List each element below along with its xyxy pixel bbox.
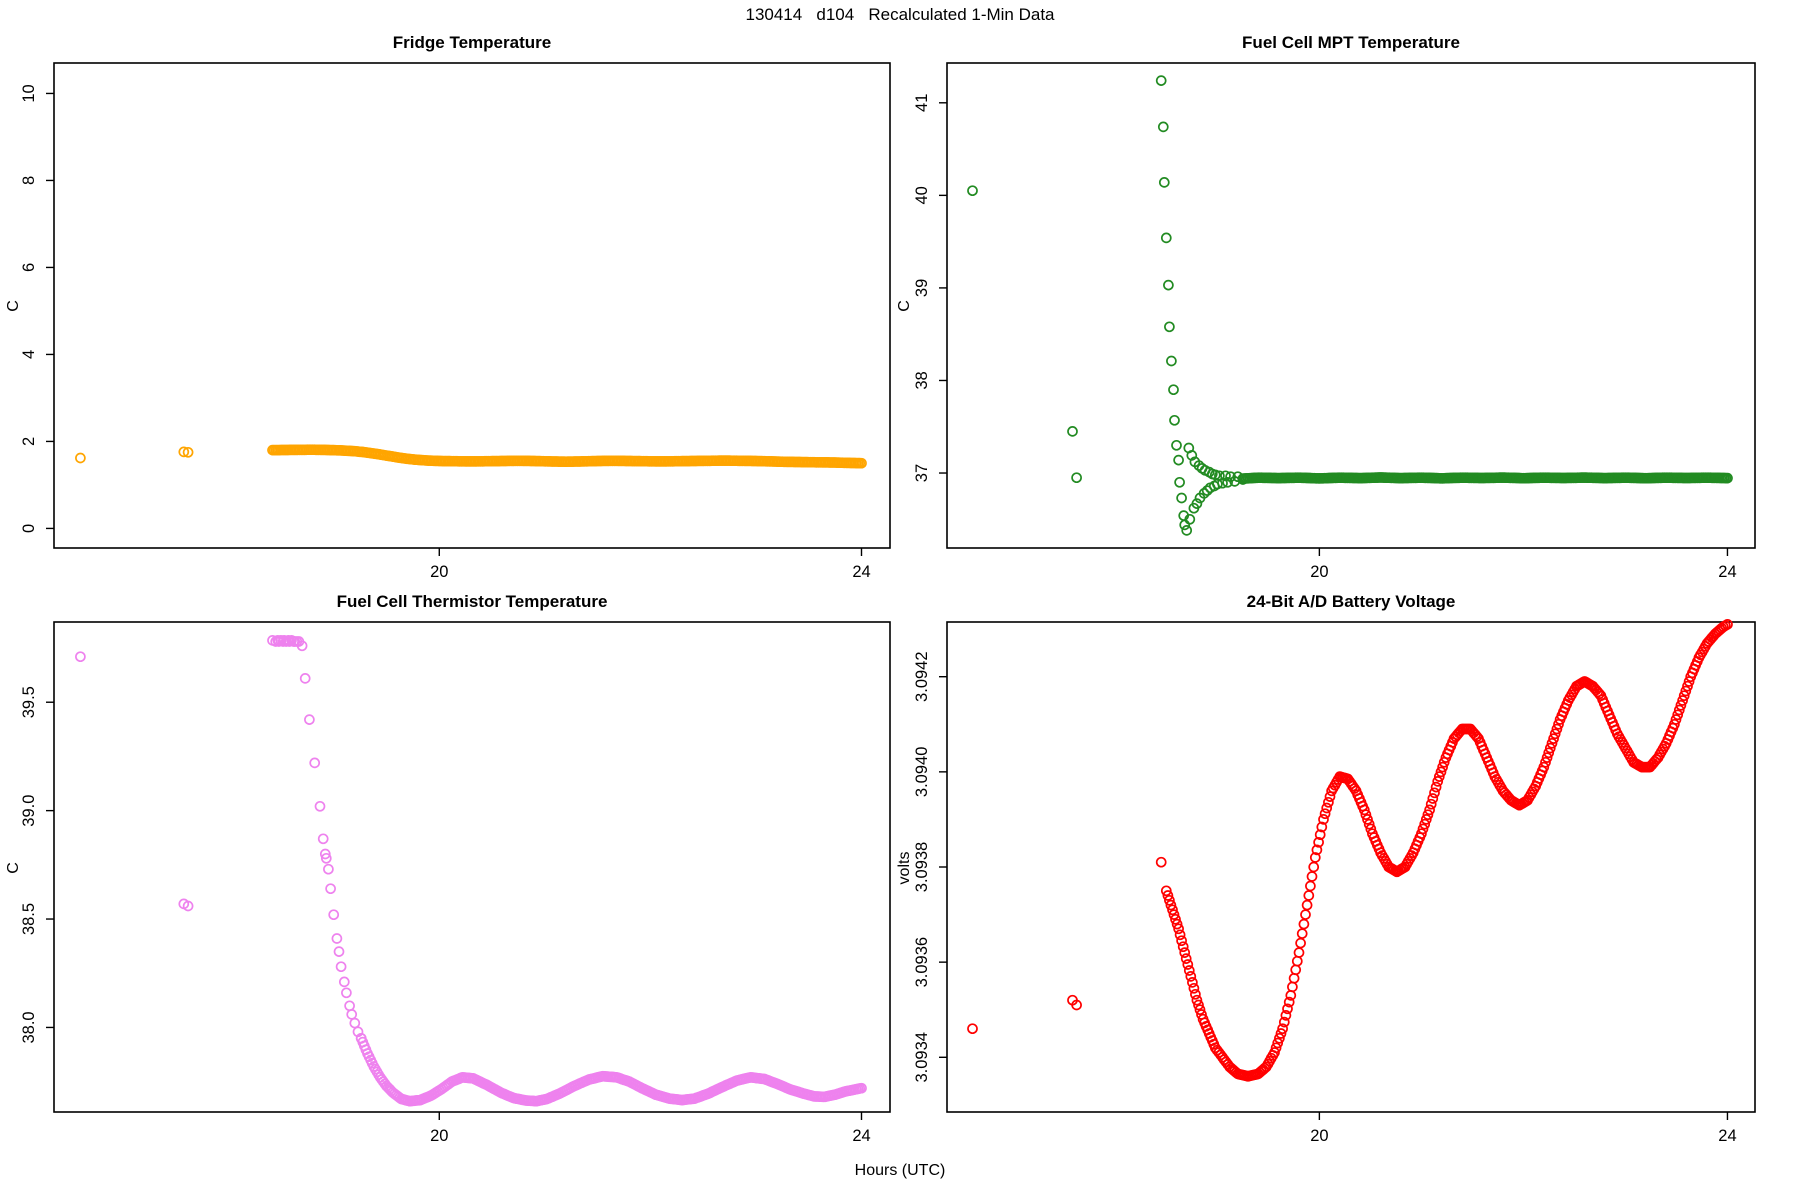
plot-box-0 [53,62,891,549]
plot-box-3 [946,621,1756,1113]
y-tick-label-2: 38.5 [20,903,38,935]
x-tick-label-3: 20 [1310,1127,1328,1145]
y-axis-label-thermistor: C [5,862,22,874]
plot-box-1 [946,62,1756,549]
y-tick-label-3: 3.0934 [913,1032,931,1082]
y-tick-label-3: 3.0936 [913,937,931,987]
y-tick-label-0: 8 [20,176,38,185]
panel-title-battery-voltage: 24-Bit A/D Battery Voltage [1246,592,1456,611]
y-tick-label-1: 40 [913,186,931,204]
y-tick-label-0: 6 [20,263,38,272]
panel-title-fuel-cell-mpt-temperature: Fuel Cell MPT Temperature [1242,33,1460,52]
plot-box-2 [53,621,891,1113]
y-tick-label-0: 2 [20,437,38,446]
y-tick-label-1: 38 [913,371,931,389]
y-tick-label-2: 38.0 [20,1011,38,1043]
y-axis-label-fridge: C [5,300,22,312]
series-24-bit-a-d-battery-voltage [967,619,1733,1082]
x-axis-label: Hours (UTC) [854,1162,946,1179]
y-tick-label-1: 39 [913,279,931,297]
y-tick-label-0: 0 [20,524,38,533]
x-tick-label-2: 24 [852,1127,870,1145]
panel-title-fridge-temperature: Fridge Temperature [392,33,552,52]
y-tick-label-1: 37 [913,464,931,482]
y-tick-label-3: 3.0940 [913,747,931,797]
y-tick-label-1: 41 [913,94,931,112]
series-fuel-cell-mpt-temperature [967,75,1733,536]
y-tick-label-0: 4 [20,350,38,359]
x-tick-label-1: 24 [1718,563,1736,581]
y-tick-label-0: 10 [20,84,38,102]
y-tick-label-2: 39.5 [20,686,38,718]
x-tick-label-1: 20 [1310,563,1328,581]
y-tick-label-2: 39.0 [20,795,38,827]
x-tick-label-2: 20 [430,1127,448,1145]
y-tick-label-3: 3.0942 [913,651,931,701]
y-tick-label-3: 3.0938 [913,842,931,892]
y-axis-label-volts: volts [896,851,913,885]
panel-title-fuel-cell-thermistor-temperature: Fuel Cell Thermistor Temperature [336,592,608,611]
x-tick-label-0: 20 [430,563,448,581]
x-tick-label-3: 24 [1718,1127,1736,1145]
x-tick-label-0: 24 [852,563,870,581]
series-fuel-cell-thermistor-temperature [75,635,867,1107]
y-axis-label-mpt: C [896,300,913,312]
series-fridge-temperature [75,444,867,469]
main-title: 130414 d104 Recalculated 1-Min Data [745,5,1055,24]
